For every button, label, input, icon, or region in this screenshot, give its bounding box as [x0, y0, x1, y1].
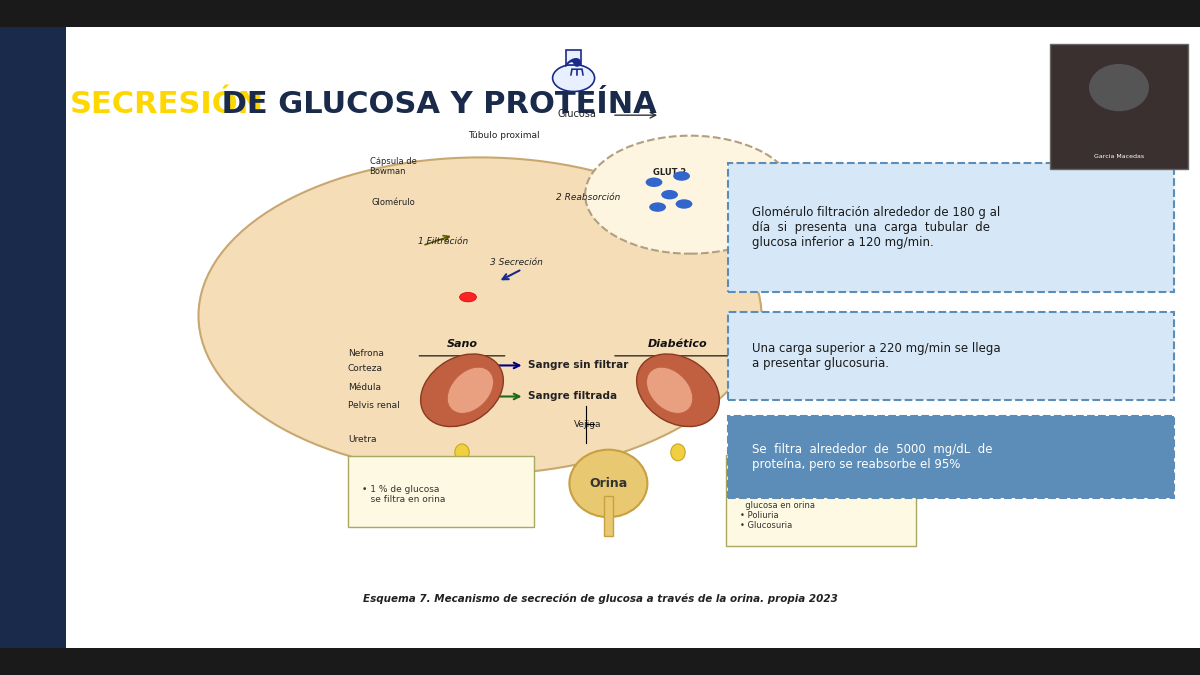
Text: Glomérulo filtración alrededor de 180 g al
día  si  presenta  una  carga  tubula: Glomérulo filtración alrededor de 180 g … — [752, 207, 1001, 249]
Circle shape — [198, 157, 762, 474]
Text: • Se filtra hasta
  2000 mg/dL de
  glucosa en orina
• Poliuria
• Glucosuria: • Se filtra hasta 2000 mg/dL de glucosa … — [740, 480, 816, 531]
Text: SECRESIÓN: SECRESIÓN — [70, 90, 264, 119]
Text: Se  filtra  alrededor  de  5000  mg/dL  de
proteína, pero se reabsorbe el 95%: Se filtra alrededor de 5000 mg/dL de pro… — [752, 443, 992, 471]
Ellipse shape — [671, 444, 685, 461]
Text: 3 Secreción: 3 Secreción — [490, 259, 542, 267]
Text: DE GLUCOSA Y PROTEÍNA: DE GLUCOSA Y PROTEÍNA — [211, 90, 656, 119]
Text: Garcia Macedas: Garcia Macedas — [1094, 154, 1144, 159]
Ellipse shape — [637, 354, 719, 427]
Text: GLUT 2: GLUT 2 — [653, 169, 686, 178]
Text: Pelvis renal: Pelvis renal — [348, 402, 400, 410]
Text: Orina: Orina — [589, 477, 628, 490]
Ellipse shape — [421, 354, 503, 427]
Bar — [604, 495, 613, 536]
Circle shape — [586, 136, 794, 254]
Text: Una carga superior a 220 mg/min se llega
a presentar glucosuria.: Una carga superior a 220 mg/min se llega… — [752, 342, 1001, 370]
Text: Glucosa: Glucosa — [558, 109, 596, 119]
Text: Sangre filtrada: Sangre filtrada — [528, 392, 617, 402]
Bar — [1050, 44, 1188, 169]
FancyBboxPatch shape — [348, 456, 534, 527]
Circle shape — [673, 171, 690, 181]
Text: Sano: Sano — [446, 339, 478, 349]
Ellipse shape — [448, 367, 493, 413]
Bar — [0, 27, 66, 648]
Ellipse shape — [647, 367, 692, 413]
Text: Uretra: Uretra — [348, 435, 377, 444]
Text: Médula: Médula — [348, 383, 382, 392]
Bar — [566, 50, 581, 65]
Text: Vejiga: Vejiga — [574, 420, 601, 429]
Ellipse shape — [1090, 64, 1150, 111]
Text: Diabético: Diabético — [648, 339, 708, 349]
FancyBboxPatch shape — [728, 163, 1174, 292]
Text: Corteza: Corteza — [348, 364, 383, 373]
Text: Cápsula de
Bowman: Cápsula de Bowman — [370, 157, 416, 176]
Text: ⚗: ⚗ — [563, 56, 584, 80]
Ellipse shape — [570, 450, 648, 517]
Circle shape — [661, 190, 678, 199]
Text: 2 Reabsorción: 2 Reabsorción — [556, 193, 620, 202]
FancyBboxPatch shape — [726, 455, 916, 546]
Circle shape — [460, 292, 476, 302]
Text: • 1 % de glucosa
   se filtra en orina: • 1 % de glucosa se filtra en orina — [362, 485, 445, 504]
Text: Glomérulo: Glomérulo — [372, 198, 415, 207]
Text: Túbulo proximal: Túbulo proximal — [468, 131, 540, 140]
FancyBboxPatch shape — [728, 416, 1174, 498]
Text: Nefrona: Nefrona — [348, 348, 384, 358]
Text: Esquema 7. Mecanismo de secreción de glucosa a través de la orina. propia 2023: Esquema 7. Mecanismo de secreción de glu… — [362, 593, 838, 603]
Circle shape — [646, 178, 662, 187]
Text: Sangre sin filtrar: Sangre sin filtrar — [528, 360, 629, 371]
Ellipse shape — [455, 444, 469, 461]
FancyBboxPatch shape — [728, 312, 1174, 400]
Circle shape — [649, 202, 666, 212]
Circle shape — [676, 199, 692, 209]
Text: 1 Filtración: 1 Filtración — [418, 237, 468, 246]
Ellipse shape — [553, 65, 595, 92]
